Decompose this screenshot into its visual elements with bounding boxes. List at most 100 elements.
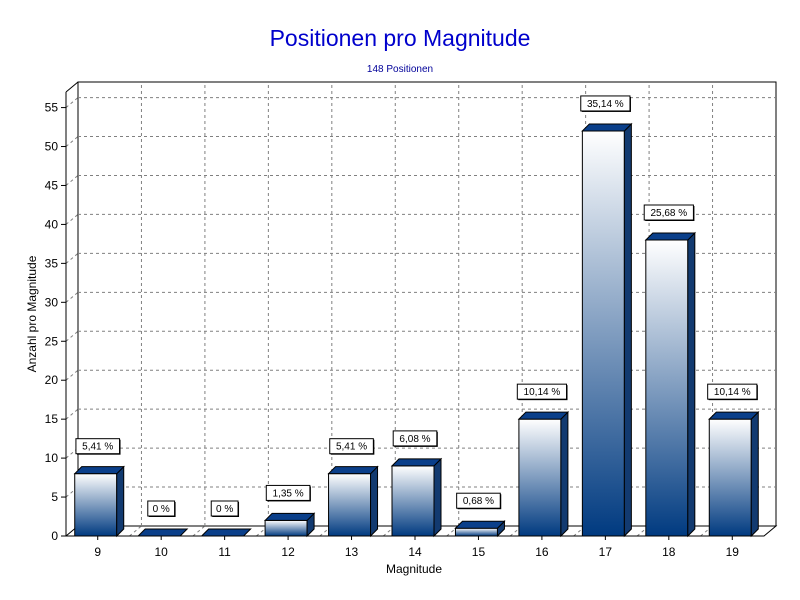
data-label-text: 35,14 % <box>587 99 624 110</box>
x-tick-label: 9 <box>94 545 101 559</box>
gridline-floor <box>192 525 206 537</box>
bar-front <box>581 130 625 537</box>
bar-side <box>687 231 696 538</box>
bar-top <box>454 520 506 529</box>
gridline-side <box>65 175 79 186</box>
data-label: 10,14 % <box>707 383 758 401</box>
bar-front <box>264 519 308 537</box>
x-tick-label: 19 <box>726 545 740 559</box>
bar-side <box>750 410 759 538</box>
data-label-box <box>392 430 438 447</box>
y-tick-label: 35 <box>45 256 59 270</box>
gridline-side <box>65 136 79 147</box>
bar-top <box>517 411 570 420</box>
bar-side <box>560 410 569 538</box>
bar <box>390 457 443 538</box>
x-tick-label: 14 <box>408 545 422 559</box>
gridline-side <box>65 330 79 342</box>
bar-side <box>370 465 379 538</box>
bar-front <box>391 465 435 537</box>
x-tick-label: 13 <box>345 545 359 559</box>
bar <box>708 410 760 538</box>
y-tick-label: 45 <box>45 178 59 192</box>
bar-front <box>518 418 562 537</box>
bar-top <box>581 123 633 132</box>
bar <box>200 528 252 537</box>
data-label-text: 25,68 % <box>650 208 687 219</box>
data-label-text: 0,68 % <box>463 496 494 507</box>
data-label: 35,14 % <box>580 95 631 112</box>
x-tick-label: 12 <box>281 545 295 559</box>
data-label-box <box>456 492 501 509</box>
data-label: 0 % <box>210 500 240 517</box>
x-tick-label: 16 <box>535 545 549 559</box>
gridline-side <box>65 408 79 420</box>
data-label: 0,68 % <box>456 492 502 510</box>
bar <box>263 512 316 538</box>
y-tick-label: 40 <box>45 217 59 231</box>
y-tick-label: 5 <box>51 490 58 504</box>
data-label-box <box>580 95 631 112</box>
y-tick-label: 0 <box>51 529 58 543</box>
bar-top <box>327 466 379 475</box>
bar-side <box>623 122 632 538</box>
bar <box>136 528 189 537</box>
chart-title: Positionen pro Magnitude <box>270 25 531 51</box>
data-label: 10,14 % <box>516 383 568 401</box>
data-label-box <box>516 383 568 400</box>
data-label: 25,68 % <box>643 204 695 221</box>
data-label: 5,41 % <box>75 438 121 455</box>
bar-front <box>454 527 498 537</box>
bar-top <box>644 232 697 241</box>
x-tick-label: 10 <box>155 545 169 559</box>
bar <box>581 122 633 538</box>
bar-top <box>136 528 189 537</box>
y-axis-top <box>65 81 79 93</box>
y-axis-label: Anzahl pro Magnitude <box>25 255 39 372</box>
data-label-box <box>707 383 758 400</box>
y-tick-label: 25 <box>45 334 59 348</box>
data-label-box <box>147 500 176 517</box>
data-label: 0 % <box>147 500 176 517</box>
x-tick-label: 18 <box>662 545 676 559</box>
bar-side <box>433 457 442 538</box>
data-label: 6,08 % <box>392 430 438 447</box>
bar <box>517 410 570 538</box>
data-label-text: 5,41 % <box>336 442 367 453</box>
x-tick-label: 11 <box>218 545 231 559</box>
data-labels: 5,41 % 0 % 0 % 1,35 % 5,41 % 6,08 % 0,68 % 10,1… <box>75 95 758 517</box>
bar <box>454 520 506 538</box>
x-tick-label: 17 <box>599 545 613 559</box>
data-label-text: 6,08 % <box>399 434 430 445</box>
data-label-text: 0 % <box>153 504 170 515</box>
data-label-text: 0 % <box>216 504 233 515</box>
bar <box>644 231 697 538</box>
data-label-text: 5,41 % <box>82 442 113 453</box>
gridline-side <box>65 97 79 108</box>
bar-top <box>73 466 125 475</box>
bar-top <box>708 411 760 420</box>
y-tick-label: 10 <box>45 451 59 465</box>
bar-front <box>74 473 118 537</box>
bar <box>327 465 379 538</box>
bar-front <box>708 418 752 537</box>
gridline-side <box>65 291 79 303</box>
bar-top <box>200 528 252 537</box>
data-label-box <box>643 204 694 221</box>
bar <box>73 465 125 538</box>
x-axis-label: Magnitude <box>386 562 442 576</box>
bar-front <box>328 473 372 537</box>
data-label-box <box>265 484 311 501</box>
data-label-text: 10,14 % <box>524 387 561 398</box>
bar-front <box>645 239 689 537</box>
bar-side <box>116 465 125 538</box>
data-label-box <box>75 438 121 455</box>
data-label-box <box>329 438 374 455</box>
y-tick-label: 55 <box>45 101 59 115</box>
gridline-side <box>65 252 79 264</box>
y-tick-label: 30 <box>45 295 59 309</box>
gridline-side <box>65 214 79 225</box>
data-label: 1,35 % <box>265 484 311 502</box>
data-label: 5,41 % <box>329 438 375 455</box>
